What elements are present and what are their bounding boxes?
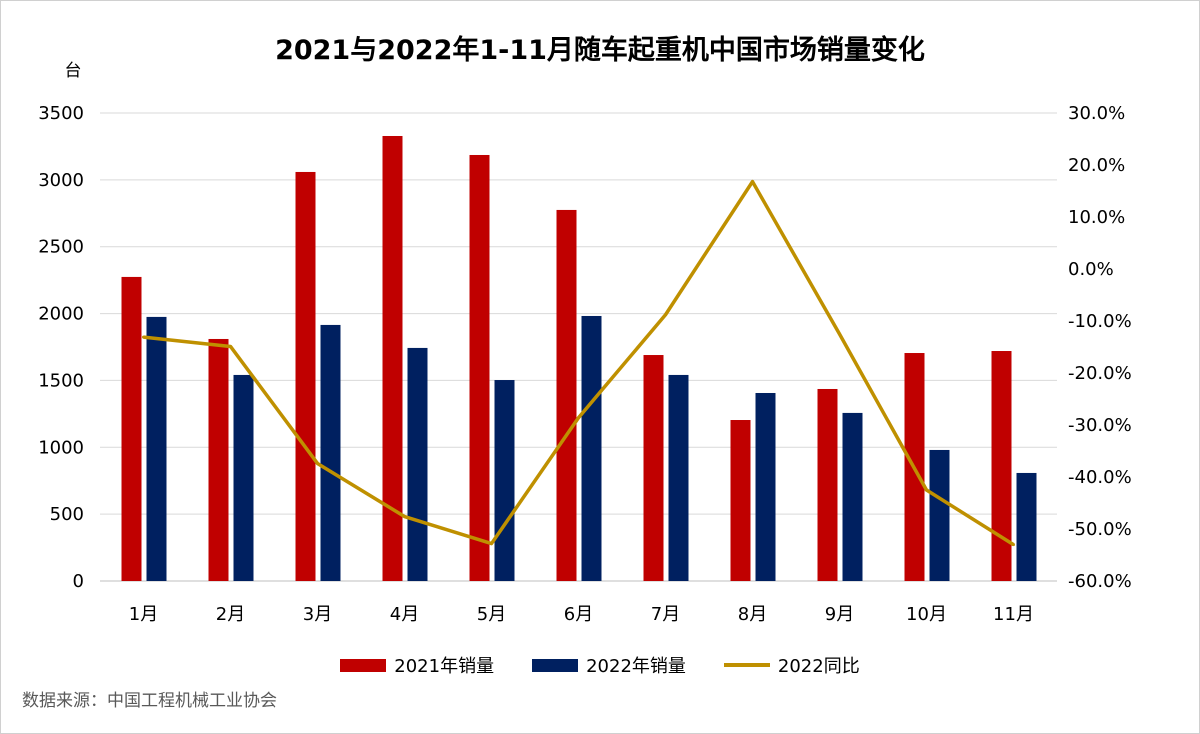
legend-swatch-2022	[532, 658, 579, 672]
bar-2022	[929, 449, 950, 581]
legend-item-2021: 2021年销量	[340, 652, 494, 678]
bar-2022	[494, 380, 515, 581]
line-yoy	[143, 179, 1015, 547]
bar-2022	[842, 412, 863, 581]
left-axis-unit: 台	[65, 61, 82, 81]
x-tick-label: 10月	[906, 604, 947, 625]
left-tick-label: 2000	[38, 304, 84, 325]
left-tick-label: 1000	[38, 437, 84, 458]
right-tick-label: 0.0%	[1068, 259, 1114, 280]
bar-2021	[643, 355, 664, 581]
legend-label-2022: 2022年销量	[586, 656, 686, 677]
bar-2022	[407, 347, 428, 581]
bar-2022	[581, 315, 602, 581]
line-point-yoy	[751, 180, 754, 184]
x-tick-label: 5月	[477, 604, 506, 625]
legend: 2021年销量 2022年销量 2022同比	[0, 652, 1200, 678]
chart-title: 2021与2022年1-11月随车起重机中国市场销量变化	[275, 35, 925, 66]
bar-2021	[382, 135, 403, 582]
x-tick-label: 6月	[564, 604, 593, 625]
line-point-yoy	[229, 344, 232, 348]
bar-2021	[121, 276, 142, 581]
line-point-yoy	[142, 335, 145, 339]
left-tick-label: 3000	[38, 170, 84, 191]
x-tick-label: 1月	[129, 604, 158, 625]
left-tick-label: 2500	[38, 237, 84, 258]
left-tick-label: 0	[73, 571, 84, 592]
line-point-yoy	[316, 461, 319, 465]
right-tick-label: 30.0%	[1068, 103, 1125, 124]
bar-2022	[1016, 472, 1037, 581]
legend-label-yoy: 2022同比	[777, 656, 860, 677]
line-point-yoy	[925, 488, 928, 492]
line-point-yoy	[577, 416, 580, 420]
line-point-yoy	[403, 515, 406, 519]
x-tick-label: 9月	[825, 604, 854, 625]
x-tick-label: 2月	[216, 604, 245, 625]
x-tick-label: 7月	[651, 604, 680, 625]
source-note: 数据来源：中国工程机械工业协会	[22, 691, 277, 711]
line-point-yoy	[490, 542, 493, 546]
right-tick-label: -60.0%	[1068, 571, 1132, 592]
bar-2022	[233, 374, 254, 581]
right-tick-label: -30.0%	[1068, 415, 1132, 436]
bar-2021	[991, 351, 1012, 581]
x-tick-label: 8月	[738, 604, 767, 625]
legend-item-2022: 2022年销量	[532, 652, 686, 678]
line-point-yoy	[838, 332, 841, 336]
right-tick-label: 20.0%	[1068, 155, 1125, 176]
bar-2022	[668, 374, 689, 581]
legend-label-2021: 2021年销量	[394, 656, 495, 677]
left-tick-label: 1500	[38, 370, 84, 391]
legend-swatch-2021	[340, 658, 387, 672]
right-tick-label: -20.0%	[1068, 363, 1132, 384]
left-tick-label: 500	[50, 504, 84, 525]
bar-2022	[320, 324, 341, 581]
right-tick-label: -50.0%	[1068, 519, 1132, 540]
bar-2021	[730, 420, 751, 581]
x-tick-label: 4月	[390, 604, 419, 625]
right-tick-label: 10.0%	[1068, 207, 1125, 228]
bar-2021	[817, 388, 838, 581]
bar-2022	[146, 316, 167, 581]
line-point-yoy	[664, 313, 667, 317]
right-tick-label: -10.0%	[1068, 311, 1132, 332]
line-point-yoy	[1012, 543, 1015, 547]
legend-item-yoy: 2022同比	[723, 652, 860, 678]
x-tick-label: 11月	[993, 604, 1034, 625]
right-tick-label: -40.0%	[1068, 467, 1132, 488]
bar-2022	[755, 392, 776, 581]
legend-swatch-yoy	[723, 663, 770, 667]
bar-2021	[556, 209, 577, 581]
bar-2021	[295, 171, 316, 581]
x-tick-label: 3月	[303, 604, 332, 625]
left-tick-label: 3500	[38, 103, 84, 124]
bar-2021	[469, 154, 490, 582]
bar-2021	[208, 338, 229, 581]
